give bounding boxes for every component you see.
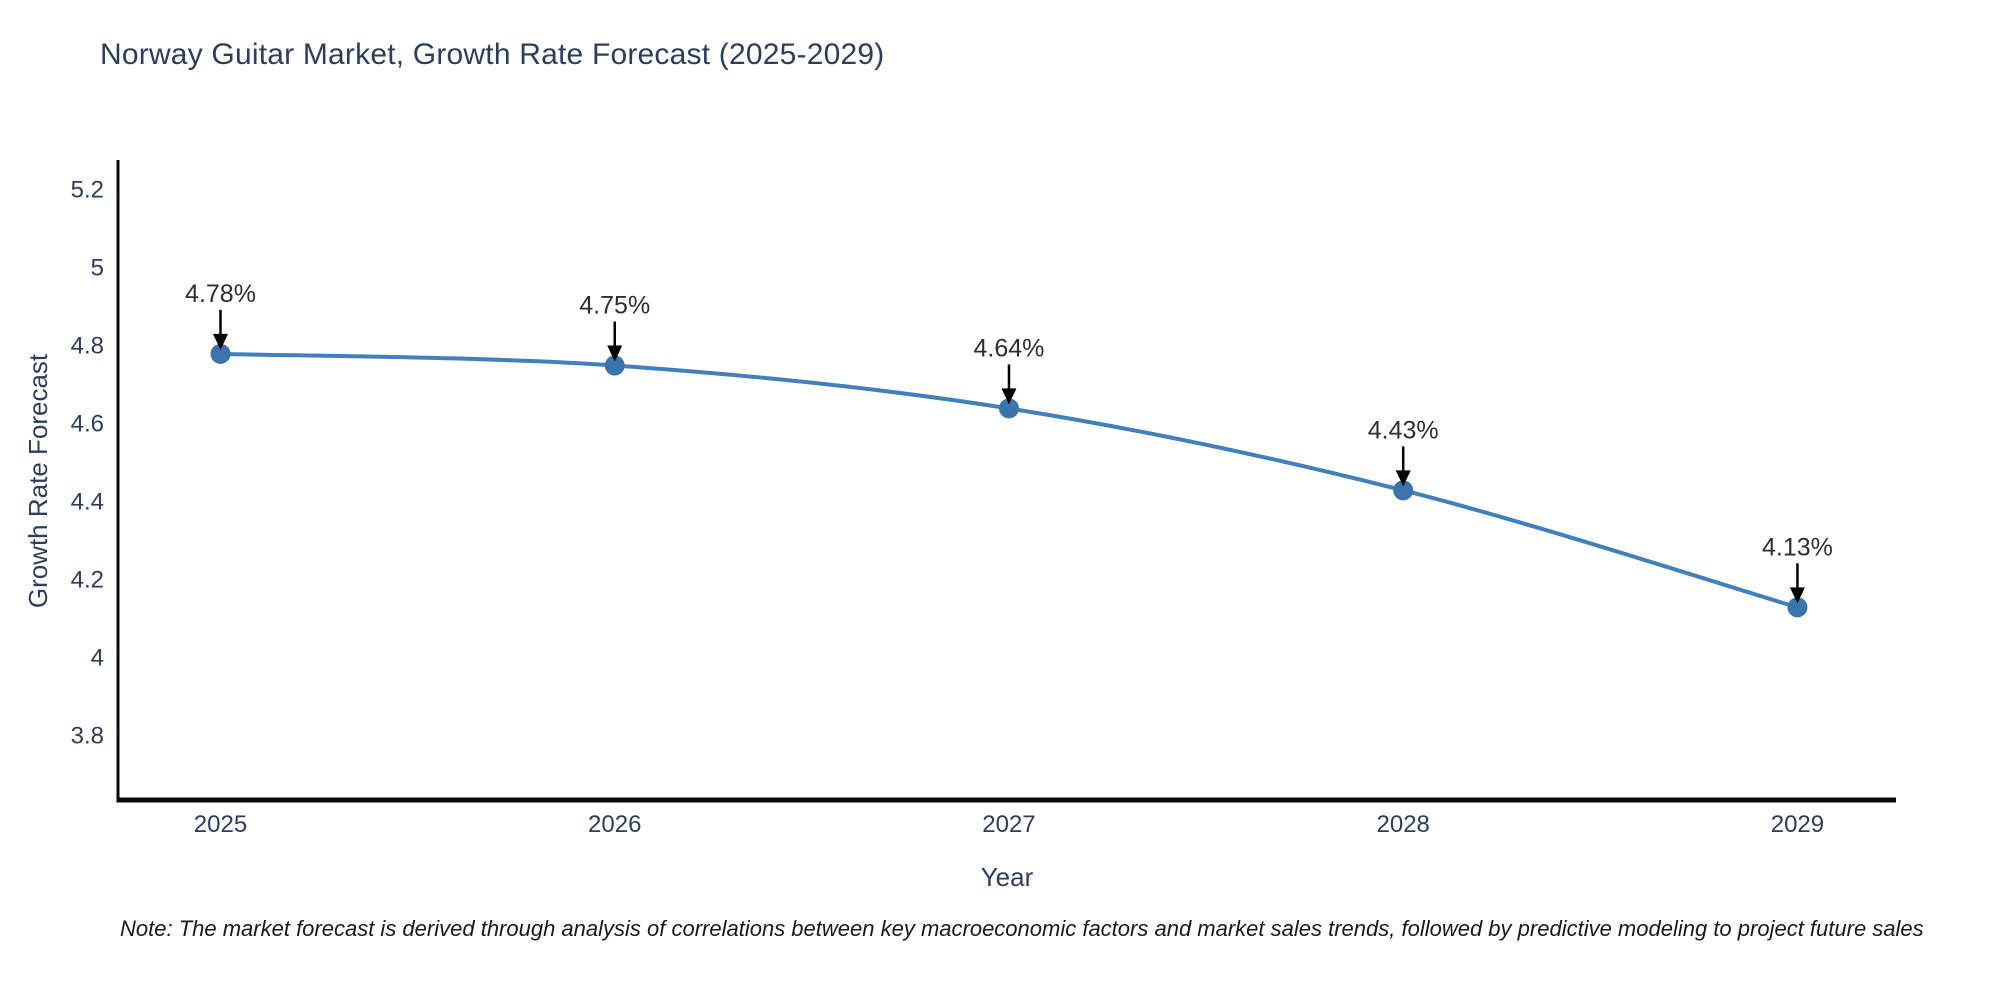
data-point-marker: [1787, 597, 1808, 618]
y-tick-label: 4.6: [71, 411, 104, 438]
y-tick-label: 3.8: [71, 723, 104, 750]
data-point-label: 4.78%: [185, 280, 256, 308]
y-tick-label: 5.2: [71, 177, 104, 204]
annotation-arrow-head: [1001, 388, 1017, 405]
data-point-label: 4.13%: [1762, 533, 1833, 561]
x-axis-title: Year: [980, 862, 1034, 892]
footnote-text: Note: The market forecast is derived thr…: [120, 916, 1924, 941]
x-tick-label: 2028: [1377, 811, 1430, 838]
annotation-arrow-head: [1789, 587, 1805, 604]
y-tick-label: 4.8: [71, 333, 104, 360]
data-point-marker: [998, 398, 1019, 419]
data-point-label: 4.75%: [579, 292, 650, 320]
data-point-marker: [1393, 480, 1414, 501]
chart-title: Norway Guitar Market, Growth Rate Foreca…: [100, 38, 885, 71]
annotation-arrow-head: [607, 345, 623, 362]
x-tick-label: 2027: [982, 811, 1035, 838]
x-tick-label: 2029: [1771, 811, 1824, 838]
annotation-arrow-head: [213, 333, 229, 350]
y-tick-label: 5: [91, 255, 104, 282]
y-tick-label: 4.4: [71, 489, 104, 516]
data-point-label: 4.64%: [974, 334, 1045, 362]
data-point-label: 4.43%: [1368, 416, 1439, 444]
x-tick-label: 2025: [194, 811, 247, 838]
y-tick-label: 4: [91, 645, 104, 672]
y-axis-title: Growth Rate Forecast: [23, 353, 53, 609]
annotation-arrow-head: [1395, 470, 1411, 487]
x-tick-label: 2026: [588, 811, 641, 838]
y-tick-label: 4.2: [71, 567, 104, 594]
data-point-marker: [210, 343, 231, 364]
data-point-marker: [604, 355, 625, 376]
